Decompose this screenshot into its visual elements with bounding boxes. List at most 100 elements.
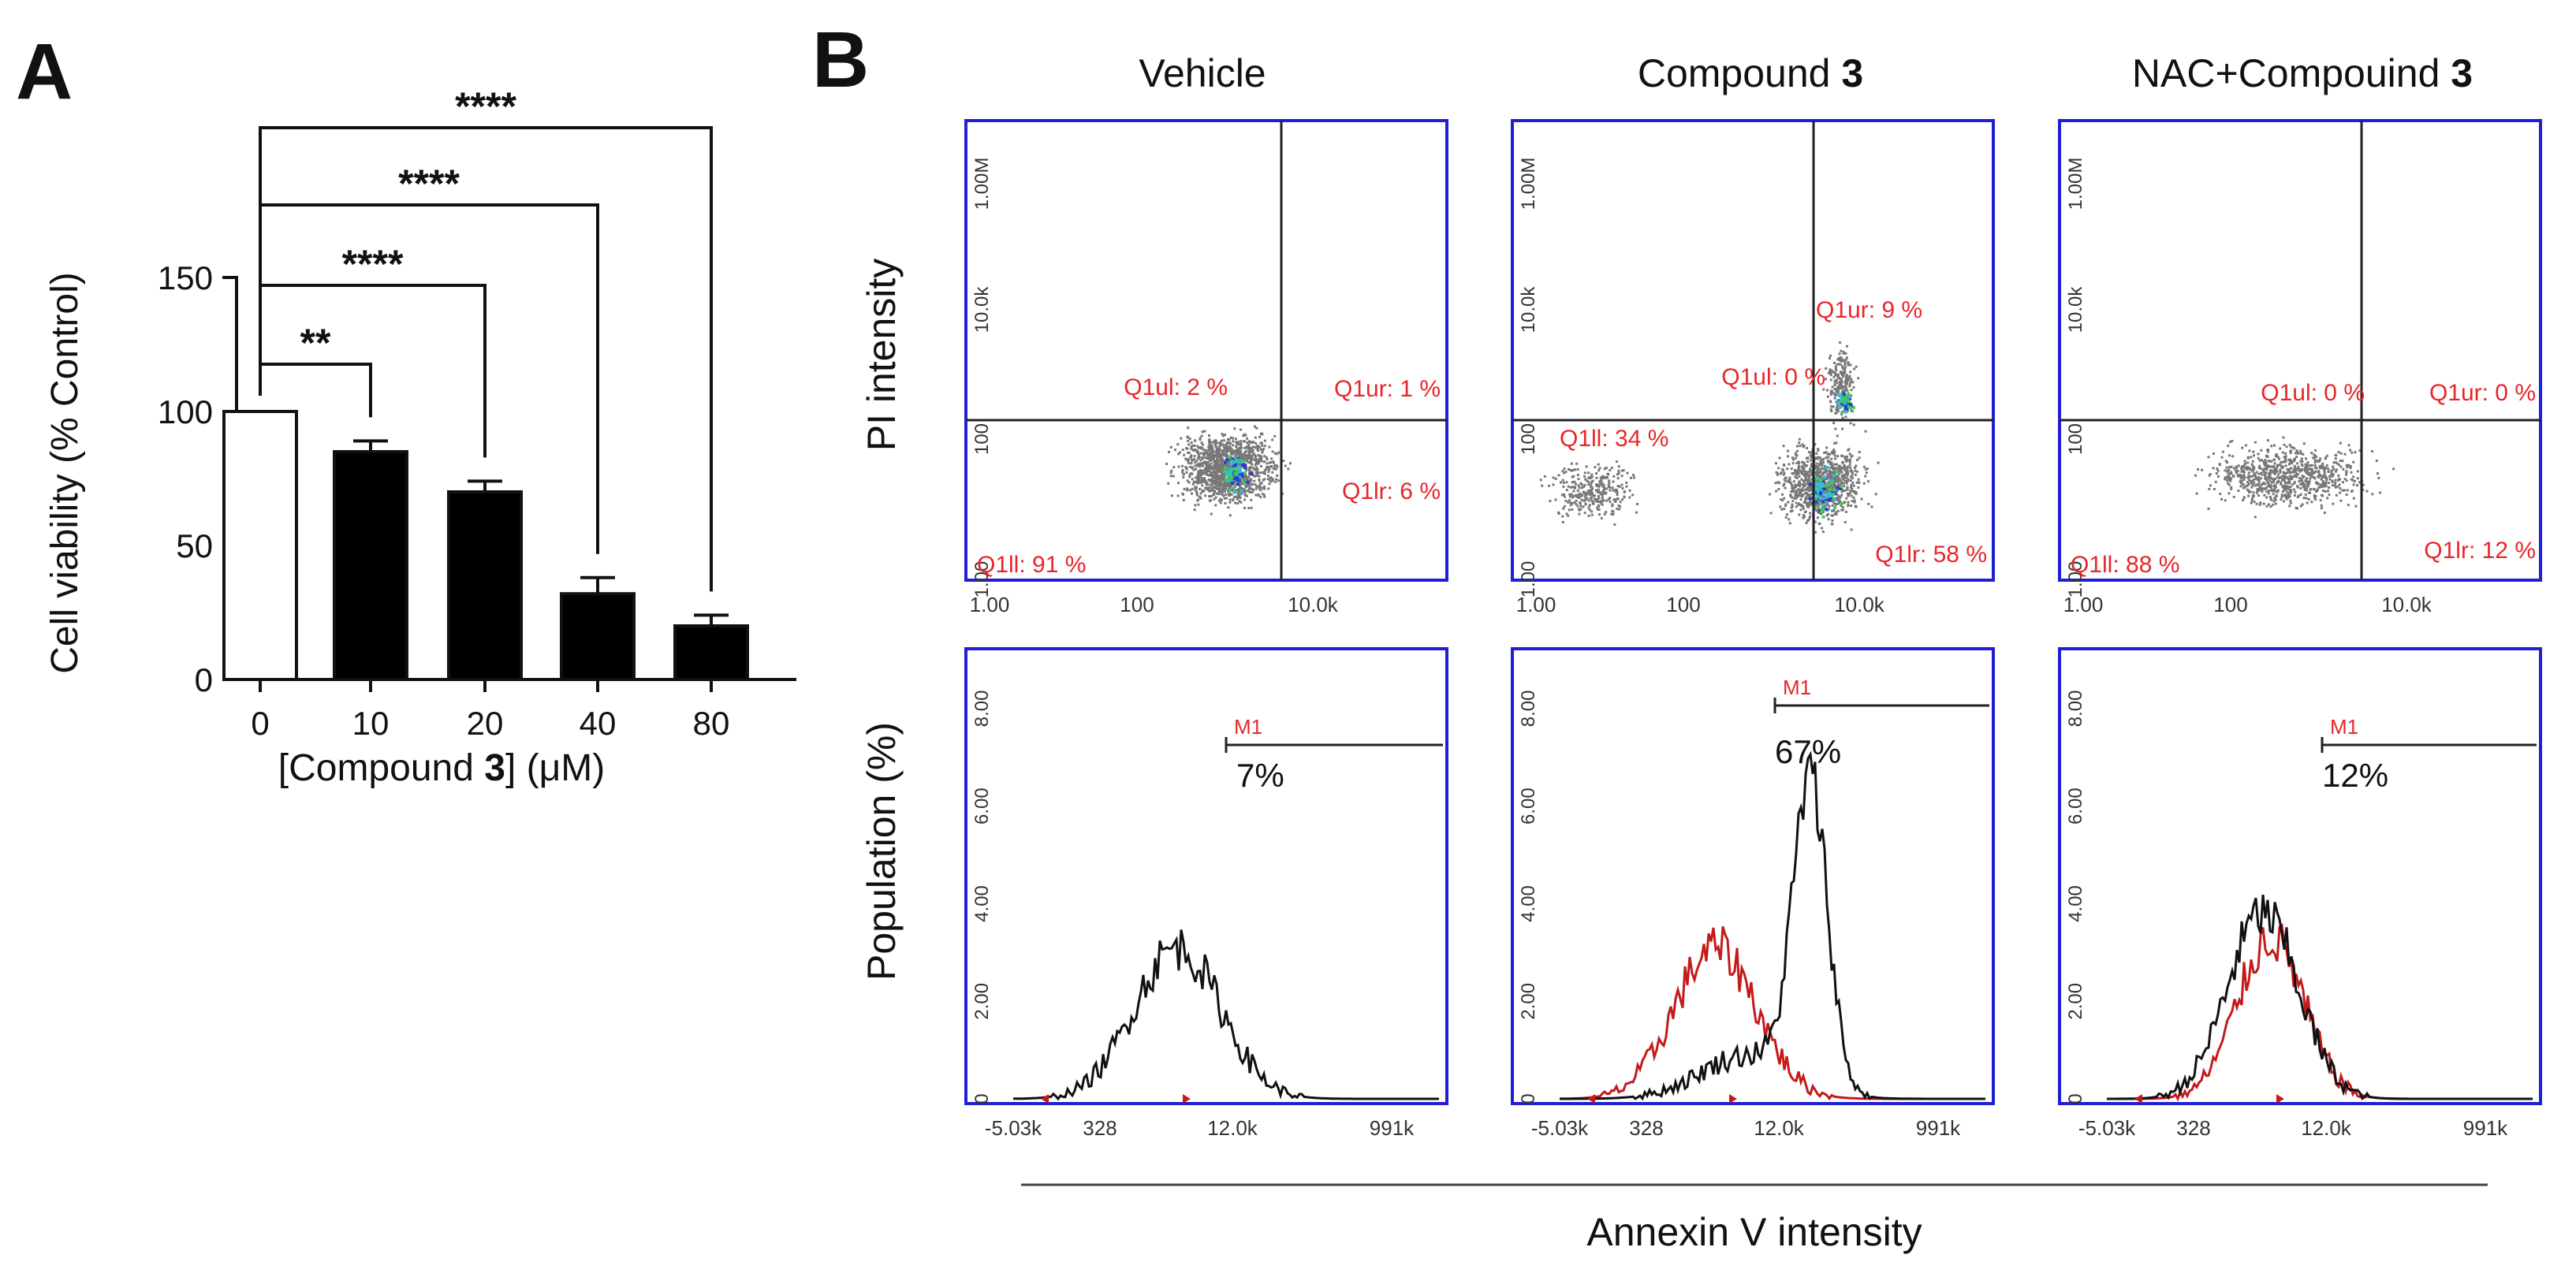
event-dot [1821,473,1824,476]
event-dot [1621,498,1624,501]
event-dot [1807,494,1810,497]
dot-plot-y-tick-label: 1.00 [1518,561,1539,598]
event-dot [1843,456,1847,459]
event-dot [2267,460,2270,463]
event-dot [2227,445,2230,448]
density-dot [1239,470,1243,474]
event-dot [1552,483,1555,486]
event-dot [2297,452,2300,455]
event-dot [1583,471,1586,475]
event-dot [2268,479,2272,482]
event-dot [1587,471,1590,475]
event-dot [1769,512,1773,515]
event-dot [1836,404,1839,407]
event-dot [1619,501,1622,504]
event-dot [2282,471,2285,474]
event-dot [1208,486,1211,489]
event-dot [2251,460,2254,463]
histogram-x-tick-label: 991k [2463,1116,2508,1140]
event-dot [1242,477,1245,480]
event-dot [2320,478,2323,481]
event-dot [2288,475,2291,478]
histogram-y-tick-label: 4.00 [1518,885,1539,922]
event-dot [1271,450,1274,453]
event-dot [2287,471,2291,474]
event-dot [1852,385,1855,389]
event-dot [1611,486,1614,490]
event-dot [2284,486,2287,489]
event-dot [1262,478,1265,482]
event-dot [2231,455,2235,458]
event-dot [1260,433,1263,436]
event-dot [1209,447,1212,450]
event-dot [2324,476,2328,479]
event-dot [1271,478,1274,481]
event-dot [1213,464,1217,467]
event-dot [1791,503,1794,506]
event-dot [1799,489,1802,492]
event-dot [1246,460,1249,463]
bar-x-tick-label: 80 [693,705,730,742]
event-dot [1208,495,1211,498]
event-dot [1222,486,1225,489]
event-dot [1600,479,1603,482]
density-dot [1226,476,1230,480]
event-dot [1195,476,1198,479]
event-dot [1832,500,1835,503]
density-dot [1223,470,1227,474]
event-dot [1213,467,1217,471]
event-dot [1582,505,1585,508]
event-dot [2307,491,2310,494]
event-dot [1217,490,1221,493]
event-dot [1217,445,1221,449]
dot-plot-events [1539,341,1880,534]
event-dot [1587,506,1590,509]
event-dot [2255,483,2258,486]
event-dot [1221,471,1225,474]
event-dot [2261,490,2264,493]
event-dot [1196,478,1199,482]
event-dot [1847,376,1850,379]
panel-label-a: A [16,28,73,116]
event-dot [2268,484,2271,487]
event-dot [2248,475,2251,478]
event-dot [1826,504,1829,507]
event-dot [1601,503,1604,506]
event-dot [2257,456,2260,460]
event-dot [1836,408,1840,411]
event-dot [1604,492,1607,495]
dot-plot-events [2194,436,2395,519]
event-dot [1838,382,1841,385]
event-dot [2283,494,2286,497]
event-dot [1590,489,1593,492]
event-dot [1781,499,1784,502]
histogram-y-tick-label: 8.00 [971,691,993,728]
histogram-curve-black [1013,929,1439,1101]
event-dot [2306,501,2309,504]
bar-chart-ylabel: Cell viability (% Control) [44,272,86,673]
event-dot [1209,444,1212,447]
event-dot [1584,495,1587,498]
density-dot [1243,463,1247,467]
event-dot [1798,475,1801,478]
event-dot [1268,478,1271,482]
event-dot [1829,466,1832,469]
event-dot [1234,451,1237,454]
event-dot [1806,482,1810,485]
event-dot [1569,501,1572,504]
event-dot [1273,452,1277,455]
event-dot [1255,467,1258,471]
event-dot [1824,471,1827,474]
event-dot [1213,450,1216,453]
event-dot [1847,494,1850,497]
event-dot [1841,461,1844,464]
event-dot [1213,459,1216,462]
event-dot [2227,454,2231,457]
event-dot [1563,467,1566,471]
event-dot [1810,489,1813,492]
event-dot [1834,365,1837,368]
event-dot [1248,467,1251,470]
event-dot [2242,486,2245,490]
event-dot [2341,460,2344,463]
event-dot [2208,487,2211,490]
